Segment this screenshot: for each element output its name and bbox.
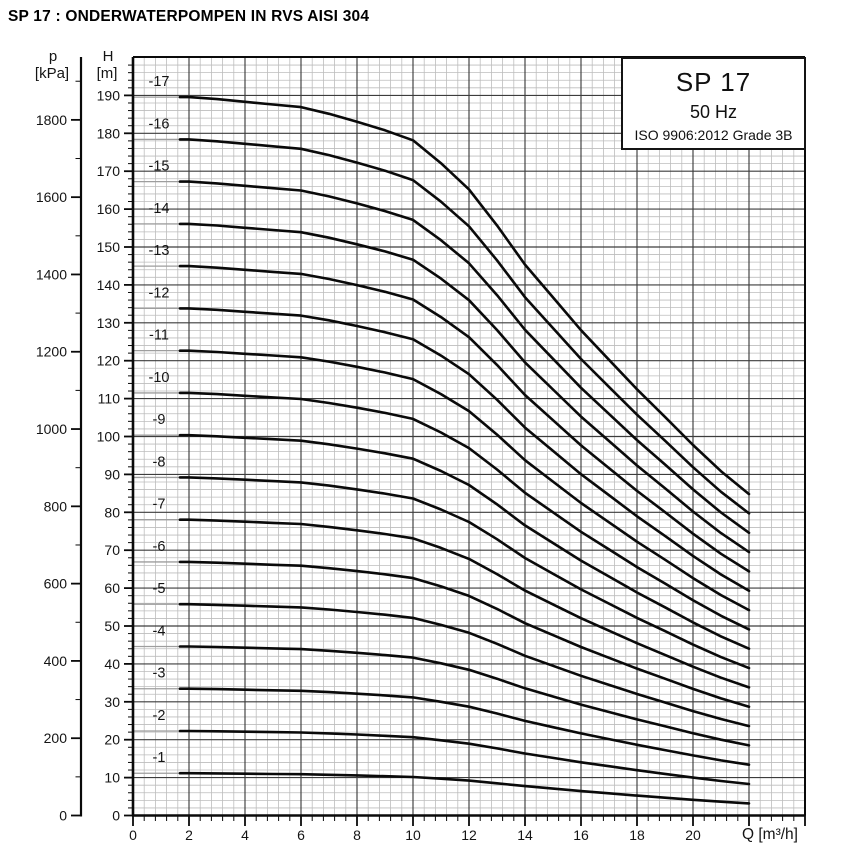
curve-label: -5 bbox=[153, 581, 166, 597]
legend-box: SP 17 50 Hz ISO 9906:2012 Grade 3B bbox=[621, 57, 806, 150]
flow-axis-label: Q [m³/h] bbox=[742, 826, 798, 843]
pump-curve-15 bbox=[178, 180, 751, 535]
head-tick-label: 100 bbox=[97, 429, 121, 445]
pump-curve-13 bbox=[178, 264, 751, 573]
pump-curve-6 bbox=[178, 560, 751, 708]
curve-label: -1 bbox=[153, 750, 166, 766]
curve-label: -8 bbox=[153, 454, 166, 470]
pump-curve-2 bbox=[178, 729, 751, 786]
pump-curve-7 bbox=[178, 518, 751, 689]
head-tick-label: 190 bbox=[97, 87, 121, 103]
pressure-tick-label: 1000 bbox=[36, 421, 67, 437]
flow-tick-label: 14 bbox=[517, 827, 533, 843]
flow-tick-label: 2 bbox=[185, 827, 193, 843]
flow-tick-label: 6 bbox=[297, 827, 305, 843]
pump-curves bbox=[178, 95, 751, 805]
curve-label: -3 bbox=[153, 666, 166, 682]
pressure-tick-label: 1400 bbox=[36, 266, 67, 282]
pump-curve-5 bbox=[178, 602, 751, 728]
head-tick-label: 0 bbox=[112, 808, 120, 824]
pump-curve-8 bbox=[178, 476, 751, 670]
head-tick-label: 40 bbox=[104, 656, 120, 672]
pressure-tick-label: 0 bbox=[59, 808, 67, 824]
pump-curve-12 bbox=[178, 307, 751, 593]
pump-curve-14 bbox=[178, 222, 751, 554]
curve-label: -7 bbox=[153, 497, 166, 513]
head-axis-unit: [m] bbox=[96, 65, 118, 82]
pressure-axis-symbol: p bbox=[48, 48, 58, 65]
pressure-tick-label: 400 bbox=[44, 653, 68, 669]
head-tick-label: 10 bbox=[104, 770, 120, 786]
curve-label: -6 bbox=[153, 539, 166, 555]
flow-tick-label: 12 bbox=[461, 827, 477, 843]
head-tick-label: 130 bbox=[97, 315, 121, 331]
flow-tick-label: 10 bbox=[405, 827, 421, 843]
pressure-tick-label: 1600 bbox=[36, 189, 67, 205]
curve-leader-lines bbox=[133, 96, 183, 774]
pump-curve-9 bbox=[178, 433, 751, 650]
head-tick-label: 140 bbox=[97, 277, 121, 293]
flow-tick-label: 4 bbox=[241, 827, 249, 843]
pump-curve-16 bbox=[178, 138, 751, 515]
pump-curve-17 bbox=[178, 95, 751, 496]
axis-ticks bbox=[71, 64, 806, 826]
flow-tick-label: 18 bbox=[629, 827, 645, 843]
curve-label: -4 bbox=[153, 623, 166, 639]
flow-tick-label: 8 bbox=[353, 827, 361, 843]
pump-curve-11 bbox=[178, 349, 751, 612]
pressure-tick-label: 200 bbox=[44, 730, 68, 746]
curve-labels: -1 -2 -3 -4 -5 -6 -7 -8 -9 -10 -11 -12 -13 -14 -15 -16 -… bbox=[149, 74, 170, 766]
curve-label: -2 bbox=[153, 708, 166, 724]
head-tick-label: 180 bbox=[97, 125, 121, 141]
head-tick-label: 60 bbox=[104, 580, 120, 596]
head-tick-label: 120 bbox=[97, 353, 121, 369]
flow-tick-label: 0 bbox=[129, 827, 137, 843]
pressure-tick-label: 1200 bbox=[36, 344, 67, 360]
tick-labels: 0 2 4 6 8 10 12 14 16 18 2001020304050607080901001… bbox=[36, 87, 701, 843]
head-tick-label: 30 bbox=[104, 694, 120, 710]
pressure-axis-unit: [kPa] bbox=[34, 65, 70, 82]
flow-tick-label: 16 bbox=[573, 827, 589, 843]
curve-label: -9 bbox=[153, 412, 166, 428]
legend-standard: ISO 9906:2012 Grade 3B bbox=[634, 127, 793, 143]
curve-label: -10 bbox=[149, 370, 170, 386]
pressure-tick-label: 1800 bbox=[36, 112, 67, 128]
curve-label: -13 bbox=[149, 243, 170, 259]
head-tick-label: 20 bbox=[104, 732, 120, 748]
curve-label: -16 bbox=[149, 116, 170, 132]
legend-pump-model: SP 17 bbox=[675, 67, 752, 97]
curve-label: -14 bbox=[149, 201, 170, 217]
legend-frequency: 50 Hz bbox=[689, 102, 738, 122]
page-title: SP 17 : ONDERWATERPOMPEN IN RVS AISI 304 bbox=[8, 8, 370, 25]
pump-curve-10 bbox=[178, 391, 751, 631]
curve-label: -15 bbox=[149, 159, 170, 175]
pump-curve-4 bbox=[178, 645, 751, 747]
curve-label: -17 bbox=[149, 74, 170, 90]
flow-tick-label: 20 bbox=[685, 827, 701, 843]
head-tick-label: 170 bbox=[97, 163, 121, 179]
head-tick-label: 110 bbox=[98, 391, 121, 407]
head-tick-label: 160 bbox=[97, 201, 121, 217]
pump-curve-1 bbox=[178, 771, 751, 805]
pressure-tick-label: 800 bbox=[44, 498, 68, 514]
curve-label: -12 bbox=[149, 285, 170, 301]
head-tick-label: 150 bbox=[97, 239, 121, 255]
head-tick-label: 80 bbox=[104, 504, 120, 520]
pump-curve-3 bbox=[178, 687, 751, 766]
head-tick-label: 70 bbox=[104, 542, 120, 558]
pressure-tick-label: 600 bbox=[44, 576, 68, 592]
head-axis-symbol: H bbox=[102, 48, 114, 65]
head-tick-label: 90 bbox=[104, 466, 120, 482]
curve-label: -11 bbox=[149, 328, 169, 344]
head-tick-label: 50 bbox=[104, 618, 120, 634]
